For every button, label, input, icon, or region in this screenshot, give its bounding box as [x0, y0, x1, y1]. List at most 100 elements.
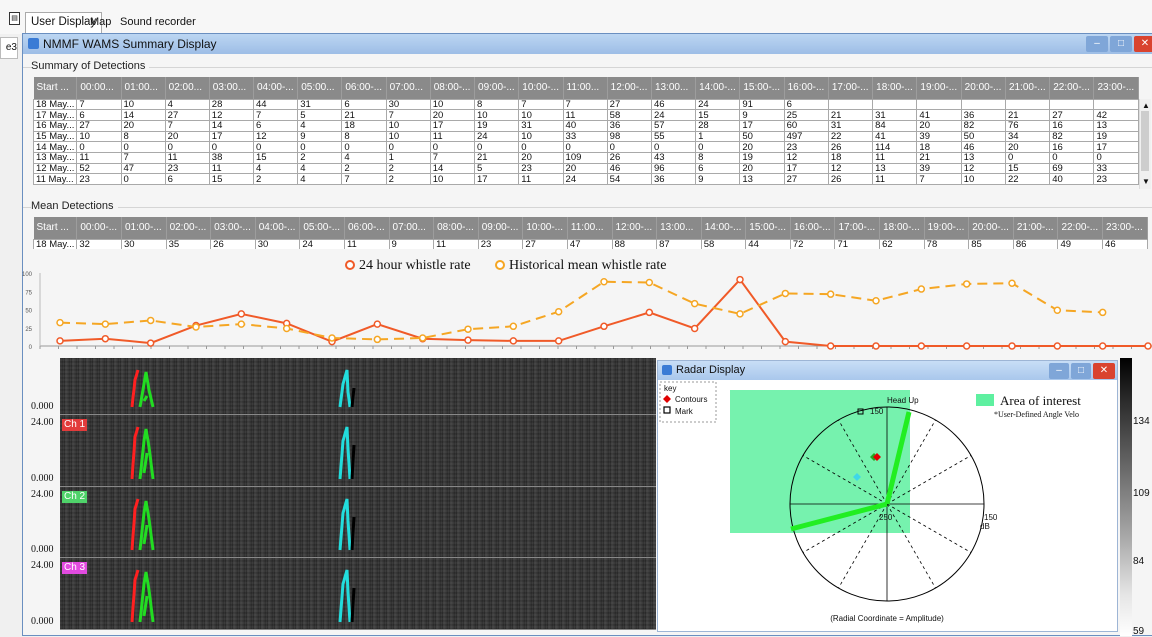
column-header[interactable]: 14:00-... — [701, 217, 747, 239]
radar-maximize-button[interactable]: □ — [1071, 363, 1091, 379]
table-row[interactable]: 14 May... 0 0 0 0 0 0 0 0 0 0 0 0 0 0 0 20 23 26 114 18 46 20 1… — [33, 141, 1139, 153]
column-header[interactable]: 22:00-... — [1049, 77, 1095, 99]
column-header[interactable]: 05:00-... — [299, 217, 345, 239]
column-header[interactable]: 01:00-... — [121, 217, 167, 239]
minimize-button[interactable]: – — [1086, 36, 1108, 52]
column-header[interactable]: 19:00-... — [924, 217, 970, 239]
column-header[interactable]: 17:00-... — [834, 217, 881, 239]
table-cell: 27 — [164, 109, 210, 121]
radar-window-titlebar[interactable]: Radar Display – □ ✕ — [658, 361, 1117, 380]
table-cell: 91 — [739, 98, 785, 111]
column-header[interactable]: 15:00-... — [745, 217, 791, 239]
column-header[interactable]: 11:00... — [567, 217, 613, 239]
column-header[interactable]: 16:00-... — [790, 217, 836, 239]
table-row[interactable]: 17 May... 6 14 27 12 7 5 21 7 20 10 10 11 58 24 15 9 25 21… — [33, 109, 1139, 121]
table-row[interactable]: 15 May... 10 8 20 17 12 9 8 10 11 24 10 33 98 55 1 50 497… — [33, 130, 1139, 143]
summary-window-titlebar[interactable]: NMMF WAMS Summary Display – □ ✕ — [23, 34, 1152, 54]
side-tab[interactable]: e3 — [0, 37, 18, 59]
contour-point — [853, 473, 861, 481]
tab-sound-recorder[interactable]: Sound recorder — [120, 16, 196, 28]
column-header[interactable]: 23:00-... — [1093, 77, 1139, 99]
table-row[interactable]: 18 May... 32 30 35 26 30 24 11 9 11 23 27 47 88 87 58 44… — [33, 238, 1148, 249]
table-cell: 12 — [783, 151, 829, 164]
table-cell: 0 — [1049, 151, 1095, 164]
table-cell: 4 — [297, 162, 343, 175]
column-header[interactable]: 12:00-... — [612, 217, 658, 239]
table-cell: 47 — [566, 238, 613, 249]
table-row[interactable]: 18 May... 7 10 4 28 44 31 6 30 10 8 7 7 27 46 24 91 6 — [33, 98, 1139, 111]
column-header[interactable]: 06:00-... — [341, 77, 387, 99]
table-row[interactable]: 12 May... 52 47 23 11 4 4 2 2 14 5 23 20 46 96 6 20 17 12 1… — [33, 162, 1139, 175]
column-header[interactable]: 08:00-... — [433, 217, 479, 239]
table-cell: 6 — [76, 109, 122, 121]
table-row[interactable]: 16 May... 27 20 7 14 6 4 18 10 17 19 31 40 36 57 28 17 60… — [33, 119, 1139, 132]
column-header[interactable]: 03:00-... — [210, 217, 256, 239]
column-header[interactable]: 04:00-... — [255, 217, 301, 239]
column-header[interactable]: 12:00-... — [607, 77, 652, 99]
column-header[interactable]: 17:00-... — [828, 77, 874, 99]
whistle-contour — [350, 587, 356, 623]
maximize-button[interactable]: □ — [1110, 36, 1132, 52]
column-header[interactable]: 01:00... — [121, 77, 166, 99]
column-header[interactable]: 18:00-... — [872, 77, 918, 99]
column-header[interactable]: 06:00-... — [344, 217, 390, 239]
column-header[interactable]: 03:00... — [209, 77, 254, 99]
column-header[interactable]: 20:00-... — [968, 217, 1014, 239]
column-header[interactable]: 22:00-... — [1057, 217, 1104, 239]
scroll-down-icon[interactable]: ▼ — [1142, 177, 1150, 186]
column-header[interactable]: 10:00-... — [522, 217, 568, 239]
column-header[interactable]: 08:00-... — [430, 77, 476, 99]
column-header[interactable]: Start ... — [33, 77, 78, 99]
table-cell: 11 — [343, 238, 390, 249]
scroll-up-icon[interactable]: ▲ — [1142, 101, 1150, 110]
column-header[interactable]: 15:00-... — [739, 77, 785, 99]
table-cell: 497 — [783, 130, 829, 143]
column-header[interactable]: 09:00-... — [474, 77, 520, 99]
column-header[interactable]: 00:00... — [76, 77, 122, 99]
spectrogram-panel[interactable] — [60, 358, 656, 415]
column-header[interactable]: 10:00-... — [518, 77, 564, 99]
whistle-contour — [338, 498, 352, 551]
table-cell: 39 — [916, 162, 962, 175]
column-header[interactable]: 21:00-... — [1013, 217, 1059, 239]
data-point — [1053, 342, 1062, 350]
series-line — [59, 278, 1148, 347]
column-header[interactable]: 13:00... — [656, 217, 702, 239]
column-header[interactable]: 00:00-... — [76, 217, 122, 239]
column-header[interactable]: 21:00-... — [1005, 77, 1051, 99]
column-header[interactable]: 09:00-... — [478, 217, 524, 239]
whistle-contour — [130, 369, 140, 408]
table-row[interactable]: 11 May... 23 0 6 15 2 4 7 2 10 17 11 24 54 36 9 13 27 26 11… — [33, 173, 1139, 185]
table-cell: 14 — [208, 119, 254, 132]
area-of-interest — [730, 390, 910, 533]
tab-user-display[interactable]: User Display — [25, 12, 103, 33]
column-header[interactable]: Start ... — [33, 217, 78, 239]
column-header[interactable]: 14:00-... — [695, 77, 741, 99]
tab-map[interactable]: Map — [90, 16, 112, 28]
column-header[interactable]: 20:00-... — [961, 77, 1006, 99]
column-header[interactable]: 04:00-... — [253, 77, 299, 99]
close-button[interactable]: ✕ — [1134, 36, 1152, 52]
column-header[interactable]: 18:00-... — [879, 217, 925, 239]
radar-minimize-button[interactable]: – — [1049, 363, 1069, 379]
column-header[interactable]: 07:00... — [389, 217, 435, 239]
scroll-thumb[interactable] — [1141, 111, 1149, 171]
spectrogram-panel[interactable] — [60, 487, 656, 558]
spectrogram-panel[interactable] — [60, 415, 656, 487]
column-header[interactable]: 02:00... — [165, 77, 210, 99]
column-header[interactable]: 19:00-... — [916, 77, 962, 99]
table-row[interactable]: 13 May... 11 7 11 38 15 2 4 1 7 21 20 109 26 43 8 19 12 18… — [33, 151, 1139, 164]
column-header[interactable]: 02:00-... — [166, 217, 212, 239]
summary-table-wrap: Start ... 00:00... 01:00... 02:00... 03:00..… — [33, 77, 1139, 189]
column-header[interactable]: 16:00-... — [784, 77, 829, 99]
table-cell: 38 — [208, 151, 254, 164]
column-header[interactable]: 07:00... — [386, 77, 431, 99]
column-header[interactable]: 11:00... — [563, 77, 608, 99]
column-header[interactable]: 13:00... — [651, 77, 697, 99]
column-header[interactable]: 05:00... — [297, 77, 343, 99]
radar-close-button[interactable]: ✕ — [1093, 363, 1115, 379]
column-header[interactable]: 23:00-... — [1102, 217, 1148, 239]
legend-marker — [495, 260, 505, 270]
spectrogram-panel[interactable] — [60, 558, 656, 630]
summary-scrollbar[interactable]: ▲ ▼ — [1139, 99, 1151, 189]
